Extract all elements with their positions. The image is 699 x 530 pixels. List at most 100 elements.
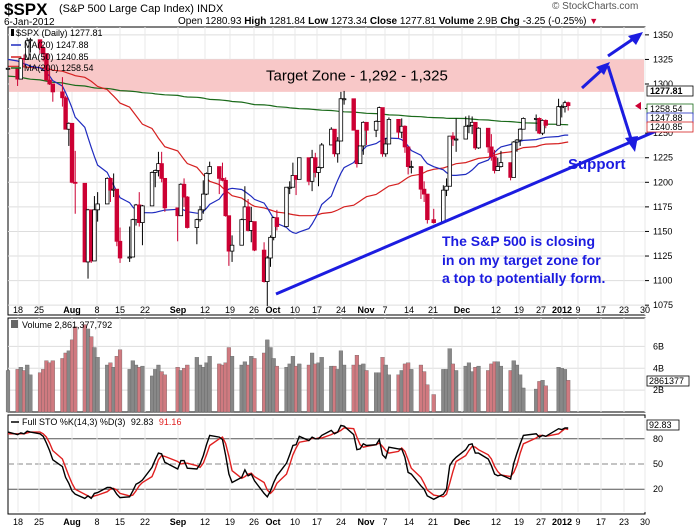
date-label-top: Dec — [454, 305, 471, 315]
volume-bar — [431, 394, 436, 413]
sto-d-line — [8, 427, 569, 499]
date-label-bottom: Dec — [454, 517, 471, 527]
candle-body — [316, 167, 321, 173]
candle-body — [565, 102, 571, 107]
candle-body — [357, 145, 363, 165]
candle-body — [466, 124, 472, 127]
candle-body — [18, 58, 24, 80]
date-label-bottom: 25 — [34, 517, 44, 527]
candle-body — [489, 146, 494, 158]
legend-price-swatch — [11, 29, 14, 36]
date-label-top: 30 — [640, 305, 650, 315]
sto-tag-label: 92.83 — [649, 420, 672, 430]
volume-bar — [140, 365, 145, 413]
candle-body — [425, 193, 430, 221]
volume-bar — [364, 370, 369, 413]
volume-tag-box — [646, 375, 690, 387]
date-label-top: 9 — [575, 305, 580, 315]
candle-body — [69, 122, 75, 183]
target-zone-band — [9, 59, 644, 92]
price-axis: 1350132513001275125012251200117511501125… — [645, 30, 673, 310]
candle-body — [319, 144, 324, 168]
date-label-top: 19 — [514, 305, 524, 315]
high-value: 1281.84 — [269, 16, 306, 27]
sto-tick-label: 80 — [653, 434, 663, 444]
date-label-top: 21 — [428, 305, 438, 315]
candle-body — [217, 166, 222, 179]
up-arrow-small-shaft — [580, 66, 606, 90]
volume-bar — [73, 326, 78, 413]
candle-body — [226, 215, 232, 252]
candle-body — [44, 53, 49, 81]
candle-body — [274, 217, 280, 227]
date-label-top: Nov — [357, 305, 374, 315]
candle-body — [245, 206, 251, 231]
candle-body — [220, 177, 225, 181]
volume-bar — [207, 356, 212, 413]
candle-body — [271, 217, 276, 238]
price-tick-label: 1150 — [653, 226, 672, 236]
candle-body — [197, 209, 203, 221]
volume-bar — [297, 363, 302, 413]
date-label-top: 15 — [115, 305, 125, 315]
volume-bar — [425, 384, 430, 413]
date-label-top: 19 — [225, 305, 235, 315]
date-label-bottom: 27 — [536, 517, 546, 527]
down-arrow-shaft — [606, 65, 634, 143]
volume-tick-label: 2B — [653, 385, 664, 395]
stockcharts-brand[interactable]: © StockCharts.com — [552, 1, 639, 12]
volume-bar — [409, 369, 414, 413]
close-value: 1277.81 — [399, 16, 437, 27]
date-label-bottom: 15 — [115, 517, 125, 527]
stochastic-gridlines — [8, 418, 646, 512]
volume-tick-label: 6B — [653, 341, 664, 351]
candle-body — [517, 128, 523, 141]
candle-body — [159, 163, 164, 179]
candle-body — [114, 188, 120, 242]
price-tick-label: 1225 — [653, 153, 673, 163]
candle-body — [441, 189, 446, 224]
candle-body — [37, 39, 43, 49]
candle-body — [444, 185, 449, 191]
volume-bar — [162, 374, 167, 413]
price-legend: $SPX (Daily) 1277.81 MA(20) 1247.88 MA(5… — [11, 28, 103, 73]
candle-body — [284, 186, 289, 227]
date-label-top: 22 — [140, 305, 150, 315]
date-label-bottom: Sep — [170, 517, 187, 527]
chg-value: -3.25 (-0.25%) — [522, 16, 587, 27]
volume-bar — [566, 380, 571, 413]
candle-body — [239, 219, 244, 246]
legend-ma20: MA(20) 1247.88 — [24, 40, 89, 50]
candle-body — [521, 118, 526, 130]
candle-body — [204, 173, 209, 195]
support-trendline — [275, 124, 669, 296]
close-label: Close — [369, 16, 398, 27]
candle-body — [140, 205, 145, 224]
candle-body — [431, 219, 436, 224]
candle-body — [50, 83, 56, 93]
candle-body — [268, 236, 273, 259]
volume-bar — [230, 356, 235, 413]
sto-label: Full STO %K(14,3) %D(3) 92.83 91.16 — [22, 417, 181, 427]
candle-body — [178, 183, 184, 217]
date-label-bottom: Oct — [265, 517, 280, 527]
date-label-bottom: 19 — [225, 517, 235, 527]
down-arrow-icon — [625, 136, 638, 152]
date-label-top: 14 — [404, 305, 414, 315]
date-label-bottom: 26 — [249, 517, 259, 527]
candle-body — [543, 119, 548, 126]
sto-k-value: 92.83 — [131, 417, 154, 427]
candle-body — [5, 67, 11, 70]
candle-body — [207, 166, 212, 174]
date-label-top: 23 — [619, 305, 629, 315]
volume-bar — [274, 365, 279, 413]
candle-body — [351, 98, 356, 131]
price-tag-label: 1277.81 — [650, 86, 683, 96]
volume-bars — [5, 324, 571, 413]
candle-body — [511, 141, 516, 178]
date-label-top: 12 — [200, 305, 210, 315]
price-tick-label: 1325 — [653, 54, 673, 64]
date-label-bottom: 18 — [13, 517, 23, 527]
up-arrow-small-icon — [596, 62, 610, 75]
